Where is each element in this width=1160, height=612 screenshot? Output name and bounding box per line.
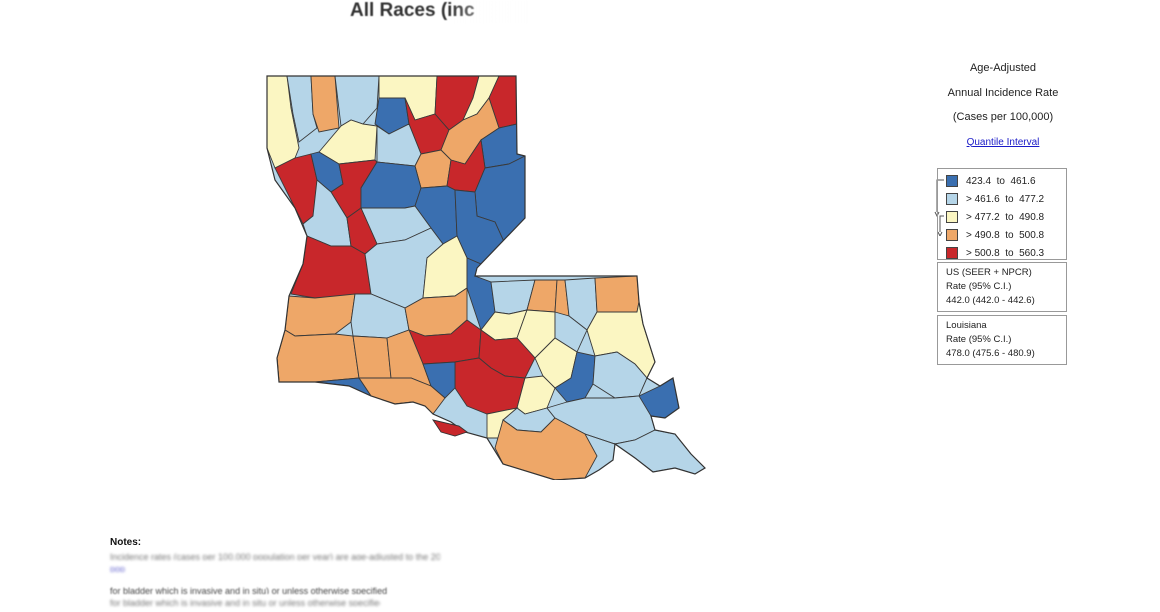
- legend-item: > 461.6 to 477.2: [946, 190, 1066, 208]
- legend-item: > 477.2 to 490.8: [946, 208, 1066, 226]
- legend-swatch: [946, 193, 958, 205]
- us-rate-line: Rate (95% C.I.): [946, 281, 1012, 292]
- legend-swatch: [946, 211, 958, 223]
- legend-item: > 500.8 to 560.3: [946, 244, 1066, 262]
- notes-line: Incidence rates (cases per 100,000 popul…: [110, 552, 440, 560]
- legend-box: 423.4 to 461.6 > 461.6 to 477.2 > 477.2 …: [937, 168, 1067, 260]
- parish[interactable]: [352, 335, 392, 379]
- louisiana-rate-box: Louisiana Rate (95% C.I.) 478.0 (475.6 -…: [937, 315, 1067, 365]
- notes-title: Notes:: [110, 537, 142, 548]
- notes-line: pop: [110, 564, 126, 572]
- parish[interactable]: [310, 76, 340, 133]
- parish[interactable]: [414, 149, 452, 189]
- quantile-interval-link[interactable]: Quantile Interval: [966, 136, 1040, 148]
- us-rate-box: US (SEER + NPCR) Rate (95% C.I.) 442.0 (…: [937, 262, 1067, 312]
- legend-swatch: [946, 247, 958, 259]
- parish[interactable]: [594, 275, 640, 313]
- legend-swatch: [946, 175, 958, 187]
- louisiana-parish-map: [266, 75, 706, 480]
- us-rate-line: 442.0 (442.0 - 442.6): [946, 295, 1035, 306]
- parish[interactable]: [554, 311, 588, 353]
- legend-label: > 461.6 to 477.2: [966, 193, 1045, 205]
- notes-line: for bladder which is invasive and in sit…: [110, 598, 380, 606]
- louisiana-rate-line: Rate (95% C.I.): [946, 334, 1012, 345]
- legend-item: 423.4 to 461.6: [946, 172, 1066, 190]
- us-rate-line: US (SEER + NPCR): [946, 267, 1032, 278]
- louisiana-rate-line: Louisiana: [946, 320, 987, 331]
- legend-label: 423.4 to 461.6: [966, 175, 1036, 187]
- legend-label: > 477.2 to 490.8: [966, 211, 1045, 223]
- legend-swatch: [946, 229, 958, 241]
- parish[interactable]: [286, 76, 318, 143]
- parish[interactable]: [276, 329, 360, 383]
- map-title: All Races (inc: [350, 0, 560, 24]
- notes-line: for bladder which is invasive and in sit…: [110, 586, 388, 594]
- legend-item: > 490.8 to 500.8: [946, 226, 1066, 244]
- legend-heading-line-1: Age-Adjusted: [969, 62, 1037, 74]
- legend-heading-line-2: Annual Incidence Rate: [947, 86, 1059, 99]
- legend-label: > 490.8 to 500.8: [966, 229, 1045, 241]
- legend-label: > 500.8 to 560.3: [966, 247, 1045, 259]
- legend-heading: Age-Adjusted Annual Incidence Rate (Case…: [928, 56, 1078, 155]
- louisiana-rate-line: 478.0 (475.6 - 480.9): [946, 348, 1035, 359]
- legend-heading-line-3: (Cases per 100,000): [952, 111, 1054, 123]
